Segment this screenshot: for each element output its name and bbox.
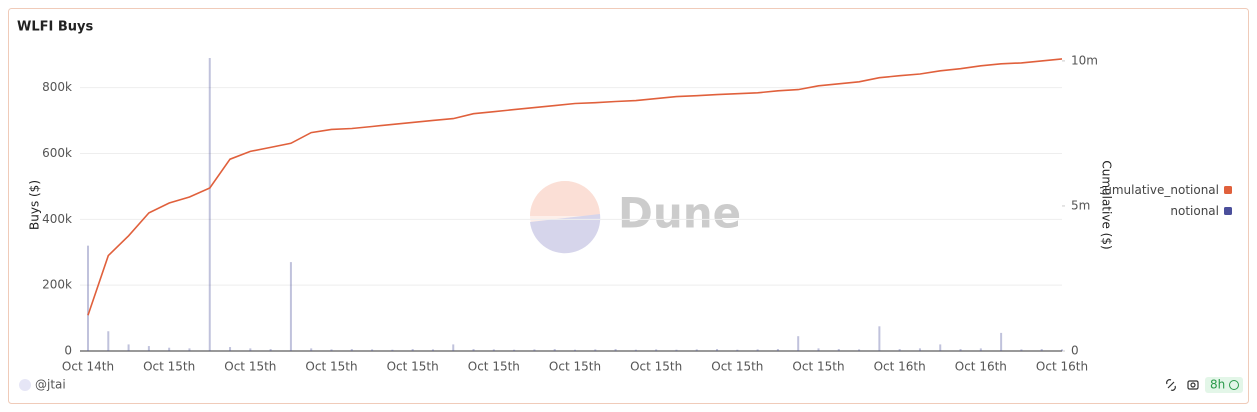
- legend-swatch: [1224, 207, 1232, 215]
- bar: [837, 349, 840, 351]
- bar: [452, 344, 455, 351]
- x-tick-label: Oct 15th: [143, 360, 195, 374]
- bar: [269, 349, 272, 351]
- bar: [655, 349, 658, 351]
- bar: [188, 348, 191, 351]
- watermark-logo: [530, 181, 601, 254]
- bar: [979, 348, 982, 351]
- bar: [553, 349, 556, 351]
- x-tick-label: Oct 15th: [468, 360, 520, 374]
- bar: [208, 58, 211, 351]
- bar: [675, 349, 678, 351]
- bar: [229, 347, 232, 351]
- bar: [695, 349, 698, 351]
- x-tick-label: Oct 15th: [305, 360, 357, 374]
- bar: [898, 349, 901, 351]
- x-tick-label: Oct 15th: [792, 360, 844, 374]
- bar: [513, 349, 516, 351]
- bar: [614, 349, 617, 351]
- bar: [1061, 349, 1063, 351]
- bar: [797, 336, 800, 351]
- chart-title: WLFI Buys: [17, 20, 94, 35]
- bar: [878, 326, 881, 351]
- bar: [1020, 349, 1023, 351]
- refresh-check: [1229, 380, 1239, 390]
- y2-axis-label: Cumulative ($): [1100, 160, 1114, 249]
- x-tick-label: Oct 15th: [549, 360, 601, 374]
- bar: [574, 349, 576, 351]
- x-tick-label: Oct 15th: [387, 360, 439, 374]
- bar: [147, 346, 150, 351]
- y-tick-label: 200k: [42, 278, 72, 292]
- x-tick-label: Oct 16th: [1036, 360, 1088, 374]
- bar: [634, 349, 637, 351]
- bar: [776, 349, 779, 351]
- y-axis-label: Buys ($): [28, 180, 42, 230]
- bar: [330, 349, 333, 351]
- bar: [350, 349, 353, 351]
- credit[interactable]: @jtai: [35, 378, 66, 392]
- legend-label: cumulative_notional: [1100, 183, 1219, 197]
- x-tick-label: Oct 14th: [62, 360, 114, 374]
- x-tick-label: Oct 16th: [874, 360, 926, 374]
- x-tick-label: Oct 15th: [711, 360, 763, 374]
- bar: [391, 349, 394, 351]
- refresh-age: 8h: [1210, 378, 1225, 392]
- legend-swatch: [1224, 186, 1232, 194]
- x-tick-label: Oct 16th: [955, 360, 1007, 374]
- legend-label: notional: [1170, 204, 1219, 218]
- y-tick-label: 400k: [42, 212, 72, 226]
- bar: [533, 349, 536, 351]
- bar: [1040, 349, 1043, 351]
- share-icons[interactable]: [1166, 379, 1199, 391]
- bar: [411, 349, 414, 351]
- bar: [736, 349, 739, 351]
- bar: [817, 348, 820, 351]
- bar: [918, 348, 921, 351]
- bar: [127, 344, 130, 351]
- bar: [716, 349, 719, 351]
- y2-tick-label: 5m: [1071, 198, 1090, 212]
- y-tick-label: 800k: [42, 80, 72, 94]
- x-tick-label: Oct 15th: [630, 360, 682, 374]
- bar: [107, 331, 110, 351]
- watermark: Dune: [618, 189, 741, 238]
- y2-tick-label: 0: [1071, 344, 1079, 358]
- legend-item[interactable]: cumulative_notional: [1100, 181, 1219, 199]
- bar: [594, 349, 597, 351]
- bar: [939, 344, 942, 351]
- bar: [1000, 332, 1003, 351]
- y2-tick-label: 10m: [1071, 53, 1098, 67]
- bar: [858, 349, 861, 351]
- avatar: [19, 379, 31, 391]
- bar: [959, 349, 962, 351]
- bar: [168, 347, 171, 351]
- bar: [87, 245, 89, 351]
- bar: [756, 349, 759, 351]
- y-tick-label: 600k: [42, 146, 72, 160]
- bar: [310, 348, 313, 351]
- bar: [289, 262, 292, 351]
- bar: [371, 349, 374, 351]
- bar: [249, 348, 252, 351]
- line: [87, 58, 1063, 316]
- y-tick-label: 0: [64, 344, 72, 358]
- card-border: [8, 8, 1249, 404]
- legend-item[interactable]: notional: [1100, 202, 1219, 220]
- bar: [472, 349, 475, 351]
- x-tick-label: Oct 15th: [224, 360, 276, 374]
- bar: [431, 349, 434, 351]
- bar: [492, 349, 495, 351]
